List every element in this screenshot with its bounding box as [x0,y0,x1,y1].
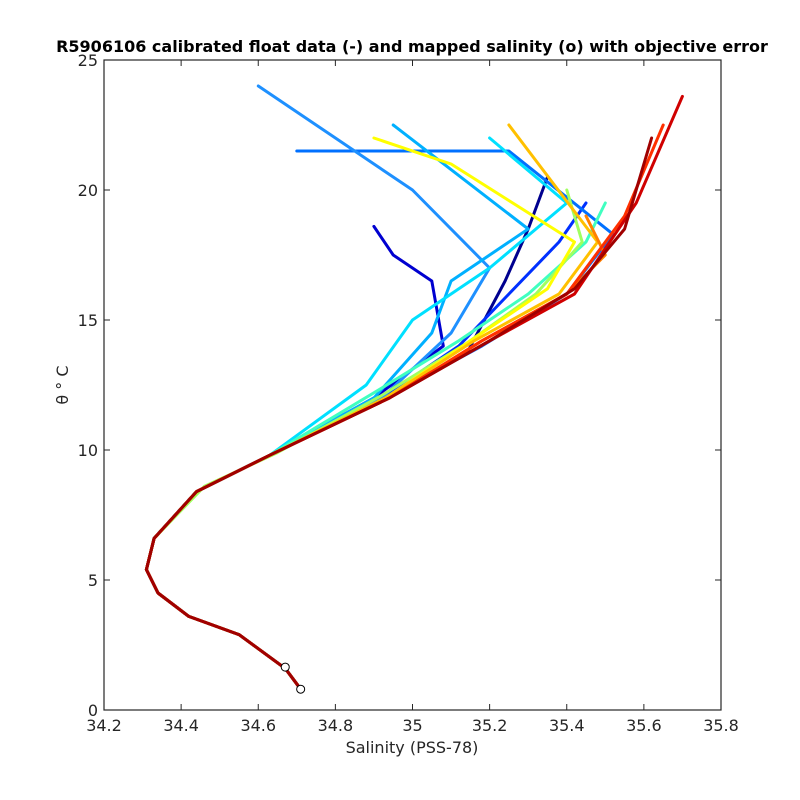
x-tick-label: 34.6 [240,716,276,735]
profile-lines [144,84,684,691]
x-tick-label: 34.8 [318,716,354,735]
mapped-salinity-points [280,662,306,694]
x-tick-label: 34.4 [163,716,199,735]
mapped-salinity-point [280,662,290,672]
x-tick-label: 35.6 [626,716,662,735]
x-tick-label: 35.2 [472,716,508,735]
y-tick-label: 20 [78,181,98,200]
x-axis-title: Salinity (PSS-78) [346,738,479,757]
y-tick-label: 10 [78,441,98,460]
axis-ticks: 34.2 34.4 34.6 34.8 35 35.2 35.4 35.6 35.8 0 5 10 15… [78,51,739,735]
y-tick-label: 0 [88,701,98,720]
x-tick-label: 34.2 [86,716,122,735]
y-tick-label: 15 [78,311,98,330]
y-tick-label: 5 [88,571,98,590]
x-tick-label: 35 [402,716,422,735]
chart-title: R5906106 calibrated float data (-) and m… [56,37,768,56]
profile-line [144,136,654,691]
mapped-salinity-point [296,684,306,694]
x-tick-label: 35.4 [549,716,585,735]
y-axis-title: θ ° C [53,365,72,404]
x-tick-label: 35.8 [703,716,739,735]
y-tick-label: 25 [78,51,98,70]
